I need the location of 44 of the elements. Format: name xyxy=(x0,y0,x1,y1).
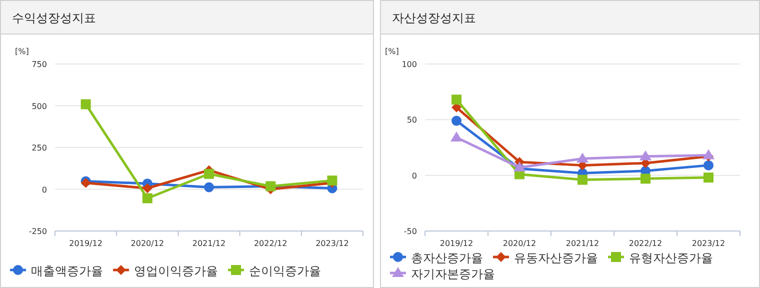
point xyxy=(80,99,91,110)
y-tick-label: 250 xyxy=(32,144,47,152)
y-tick-label: -50 xyxy=(404,227,417,236)
point xyxy=(452,116,462,126)
point xyxy=(704,160,714,170)
point xyxy=(142,183,152,194)
y-tick-label: 750 xyxy=(32,60,47,69)
y-tick-label: 100 xyxy=(402,60,417,69)
x-tick-label: 2021/12 xyxy=(192,239,226,248)
x-tick-label: 2019/12 xyxy=(69,239,102,248)
y-tick-label: 50 xyxy=(406,116,417,125)
legend-label: 매출액증가율 xyxy=(31,264,103,278)
point xyxy=(452,94,462,105)
y-tick-label: 0 xyxy=(42,185,47,194)
point xyxy=(204,182,214,192)
point xyxy=(704,172,714,183)
point xyxy=(578,174,588,185)
x-tick-label: 2022/12 xyxy=(254,239,288,248)
y-tick-label: 0 xyxy=(412,171,417,180)
y-tick-label: -250 xyxy=(28,227,47,236)
x-tick-label: 2020/12 xyxy=(502,239,536,248)
x-tick-label: 2022/12 xyxy=(628,239,662,248)
point xyxy=(450,131,462,142)
chart-title: 수익성장성지표 xyxy=(12,11,96,25)
x-tick-label: 2021/12 xyxy=(566,239,600,248)
y-axis-title: [%] xyxy=(385,47,399,56)
chart-title: 자산성장성지표 xyxy=(392,11,476,25)
legend-label: 자기자본증가율 xyxy=(411,267,495,281)
point xyxy=(204,168,214,179)
legend-label: 영업이익증가율 xyxy=(134,264,218,278)
legend-label: 총자산증가율 xyxy=(411,251,483,265)
point xyxy=(640,174,650,184)
x-tick-label: 2019/12 xyxy=(440,239,474,248)
legend-label: 유동자산증가율 xyxy=(514,251,598,265)
y-tick-label: 500 xyxy=(32,102,47,111)
x-tick-label: 2023/12 xyxy=(692,239,726,248)
legend-label: 순이익증가율 xyxy=(249,264,321,278)
y-axis-title: [%] xyxy=(15,47,29,56)
point xyxy=(640,150,652,160)
x-tick-label: 2020/12 xyxy=(130,239,164,248)
x-tick-label: 2023/12 xyxy=(316,239,349,248)
point xyxy=(142,193,152,204)
legend-label: 유형자산증가율 xyxy=(629,251,713,265)
point xyxy=(576,152,588,163)
